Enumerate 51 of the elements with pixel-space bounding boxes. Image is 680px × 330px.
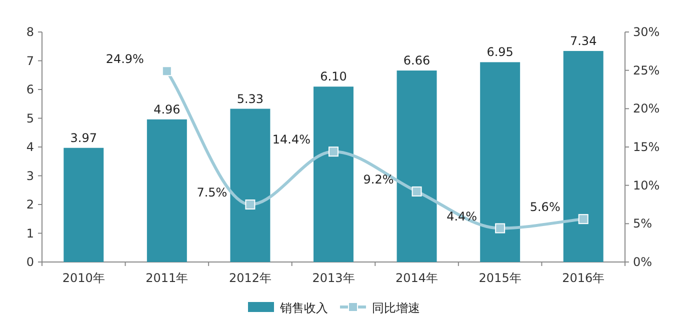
legend-label: 同比增速: [372, 301, 420, 315]
bar: [64, 148, 104, 262]
data-label: 3.97: [70, 130, 97, 145]
y-tick-label: 6: [26, 82, 34, 96]
bar: [230, 108, 270, 262]
point: [328, 146, 338, 157]
y2-tick-label: 10%: [633, 178, 660, 192]
point: [495, 223, 506, 234]
data-label: 6.95: [486, 45, 514, 60]
x-tick-label: 2016年: [562, 271, 605, 285]
y2-tick-label: 20%: [633, 102, 660, 116]
data-label: 6.10: [320, 70, 347, 84]
x-tick-label: 2013年: [312, 271, 355, 285]
bar: [396, 70, 437, 262]
y-tick-label: 3: [26, 168, 34, 183]
y-tick-label: 1: [26, 226, 34, 240]
bar: [314, 86, 354, 262]
point: [162, 66, 172, 76]
y2-tick-label: 5%: [633, 216, 652, 231]
data-label: 6.66: [403, 54, 430, 68]
x-tick-label: 2012年: [228, 271, 272, 285]
data-label: 24.9%: [106, 52, 144, 66]
x-tick-label: 2010年: [62, 271, 105, 285]
x-tick-label: 2011年: [146, 271, 188, 285]
bar: [480, 62, 520, 262]
data-label: 5.6%: [530, 200, 560, 214]
y-tick-label: 2: [26, 198, 34, 212]
y-tick-label: 0: [26, 255, 34, 269]
point: [412, 186, 422, 196]
bar: [563, 50, 604, 262]
bar: [146, 119, 187, 262]
data-label: 9.2%: [363, 172, 394, 186]
y2-tick-label: 15%: [633, 140, 660, 154]
y2-tick-label: 0%: [633, 255, 652, 269]
data-label: 7.5%: [196, 186, 228, 200]
y-tick-label: 5: [26, 111, 34, 126]
data-label: 4.96: [154, 102, 180, 116]
data-label: 7.34: [570, 34, 597, 48]
y2-tick-label: 25%: [633, 63, 660, 78]
y-tick-label: 8: [26, 25, 34, 39]
legend-label: 销售收入: [279, 301, 328, 315]
y-tick-label: 4: [26, 140, 34, 154]
point: [578, 214, 588, 224]
point: [245, 200, 256, 210]
data-label: 4.4%: [446, 209, 478, 224]
y2-tick-label: 30%: [633, 25, 660, 39]
data-label: 5.33: [236, 92, 264, 106]
data-label: 14.4%: [272, 132, 311, 147]
y-tick-label: 7: [26, 54, 34, 68]
x-tick-label: 2014年: [396, 271, 438, 285]
x-tick-label: 2015年: [478, 271, 522, 285]
